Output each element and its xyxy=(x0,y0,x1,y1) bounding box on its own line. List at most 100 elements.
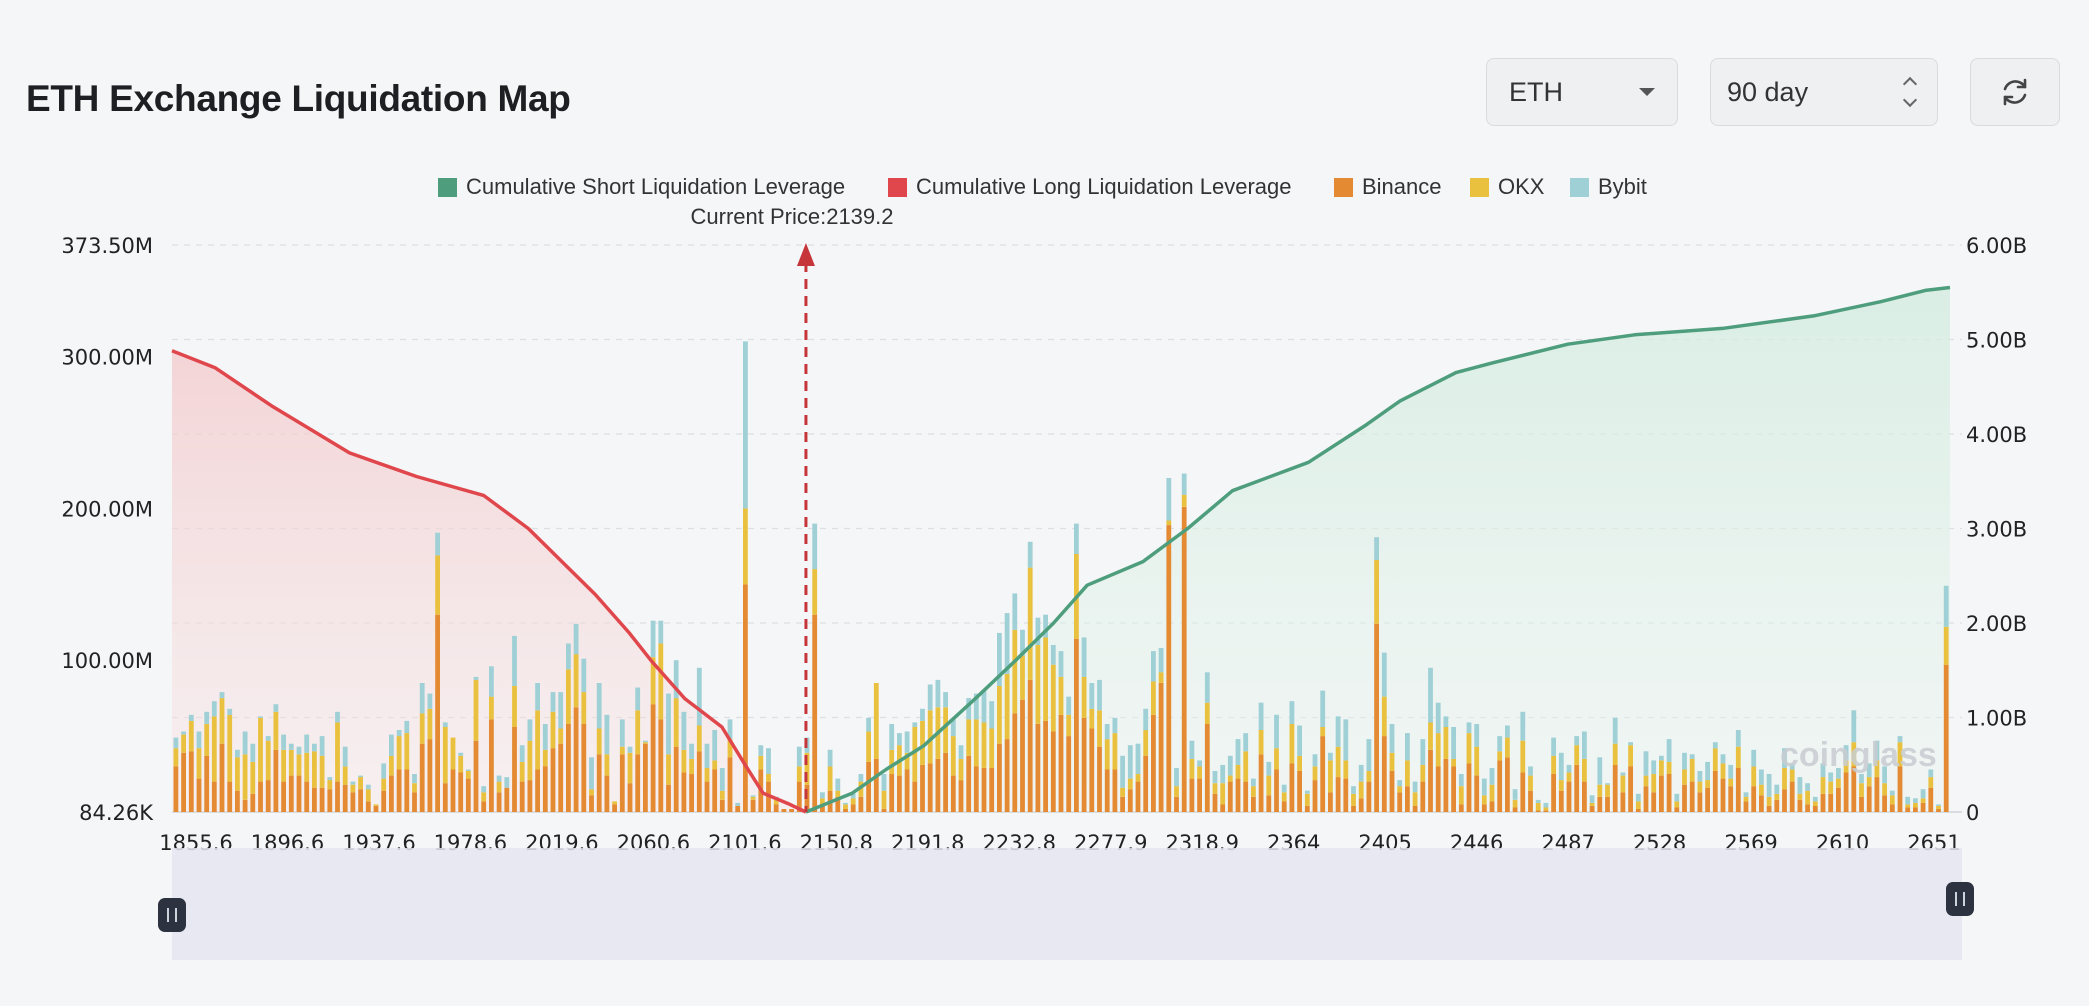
bar-group xyxy=(412,774,417,812)
bar-binance xyxy=(196,778,202,812)
bar-group xyxy=(1174,768,1179,812)
zoom-handle-right[interactable] xyxy=(1946,882,1974,916)
bar-okx xyxy=(1451,758,1456,767)
bar-binance xyxy=(696,751,702,812)
bar-group xyxy=(342,746,348,812)
bar-okx xyxy=(219,698,225,744)
bar-bybit xyxy=(1712,742,1718,749)
bar-binance xyxy=(542,766,548,812)
bar-okx xyxy=(173,748,179,767)
bar-bybit xyxy=(1866,763,1872,778)
bar-binance xyxy=(227,781,233,812)
bar-binance xyxy=(589,795,594,812)
bar-binance xyxy=(1297,771,1302,812)
bar-group xyxy=(1689,754,1695,812)
bar-binance xyxy=(1481,804,1487,812)
bar-group xyxy=(750,795,756,812)
bar-group xyxy=(1582,731,1587,812)
bar-okx xyxy=(1797,793,1803,800)
bar-okx xyxy=(1104,739,1110,770)
y-right-tick-label: 2.00B xyxy=(1966,612,2027,636)
zoom-slider-track[interactable] xyxy=(172,848,1962,960)
bar-okx xyxy=(1374,560,1379,624)
bar-group xyxy=(519,745,525,812)
bar-binance xyxy=(1289,763,1295,812)
bar-okx xyxy=(1489,784,1495,802)
bar-group xyxy=(835,778,841,812)
chevron-down-icon xyxy=(1639,88,1655,96)
bar-binance xyxy=(612,804,617,812)
bar-binance xyxy=(211,781,217,812)
bar-group xyxy=(935,679,941,812)
bar-bybit xyxy=(1127,745,1133,779)
period-select[interactable]: 90 day xyxy=(1710,58,1938,126)
bar-bybit xyxy=(758,745,764,756)
zoom-slider[interactable] xyxy=(158,848,1974,960)
bar-bybit xyxy=(327,777,333,781)
bar-okx xyxy=(1481,795,1487,805)
bar-bybit xyxy=(673,660,679,699)
y-axis-left: 373.50M 300.00M 200.00M 100.00M 84.26K xyxy=(61,234,154,825)
bar-okx xyxy=(1689,758,1695,782)
bar-group xyxy=(927,684,933,812)
bar-okx xyxy=(1035,645,1041,724)
bar-bybit xyxy=(1605,783,1610,785)
bar-bybit xyxy=(1135,743,1141,775)
bar-okx xyxy=(750,796,756,800)
zoom-handle-left[interactable] xyxy=(158,898,186,932)
refresh-button[interactable] xyxy=(1970,58,2060,126)
asset-select[interactable]: ETH xyxy=(1486,58,1678,126)
bar-bybit xyxy=(1874,740,1880,761)
bar-okx xyxy=(1420,764,1426,782)
bar-binance xyxy=(635,754,641,812)
bar-bybit xyxy=(1612,717,1618,744)
bar-okx xyxy=(1135,774,1141,782)
bar-group xyxy=(1281,784,1287,812)
bar-okx xyxy=(481,792,487,802)
page-title: ETH Exchange Liquidation Map xyxy=(26,78,571,119)
y-right-tick-label: 0 xyxy=(1966,801,1979,825)
bar-group xyxy=(1828,772,1834,812)
bar-group xyxy=(196,731,202,812)
bar-bybit xyxy=(904,731,910,753)
bar-okx xyxy=(758,755,764,770)
bar-bybit xyxy=(997,632,1002,686)
bar-okx xyxy=(827,766,833,791)
bar-bybit xyxy=(1920,789,1926,799)
bar-bybit xyxy=(1628,742,1633,746)
bar-okx xyxy=(1443,727,1449,759)
bar-bybit xyxy=(312,743,317,752)
bar-okx xyxy=(389,755,394,776)
bar-group xyxy=(1589,795,1595,812)
bar-bybit xyxy=(519,745,525,762)
bar-okx xyxy=(1674,801,1680,808)
bar-binance xyxy=(1843,772,1849,812)
bar-okx xyxy=(904,752,910,770)
bar-group xyxy=(604,714,610,812)
bar-bybit xyxy=(219,692,225,699)
bar-group xyxy=(1897,736,1903,812)
bar-bybit xyxy=(1851,710,1857,743)
bar-group xyxy=(1782,748,1787,812)
bar-binance xyxy=(1874,777,1880,812)
bar-binance xyxy=(1027,679,1033,812)
bar-binance xyxy=(1428,749,1433,812)
bar-bybit xyxy=(912,722,918,727)
bar-okx xyxy=(912,727,918,782)
bar-okx xyxy=(804,752,810,785)
bar-okx xyxy=(496,781,502,793)
bar-okx xyxy=(958,758,964,781)
bar-binance xyxy=(1251,796,1256,812)
bar-group xyxy=(1859,774,1864,812)
bar-bybit xyxy=(1151,651,1156,682)
bar-okx xyxy=(1897,742,1903,767)
bar-bybit xyxy=(527,719,533,741)
bar-group xyxy=(304,734,310,812)
bar-binance xyxy=(204,755,210,812)
bar-bybit xyxy=(1913,798,1918,803)
bar-bybit xyxy=(766,748,771,774)
bar-okx xyxy=(1820,777,1826,794)
bar-binance xyxy=(1420,781,1426,812)
legend-label-2: Binance xyxy=(1362,174,1442,199)
bar-binance xyxy=(1166,525,1172,812)
